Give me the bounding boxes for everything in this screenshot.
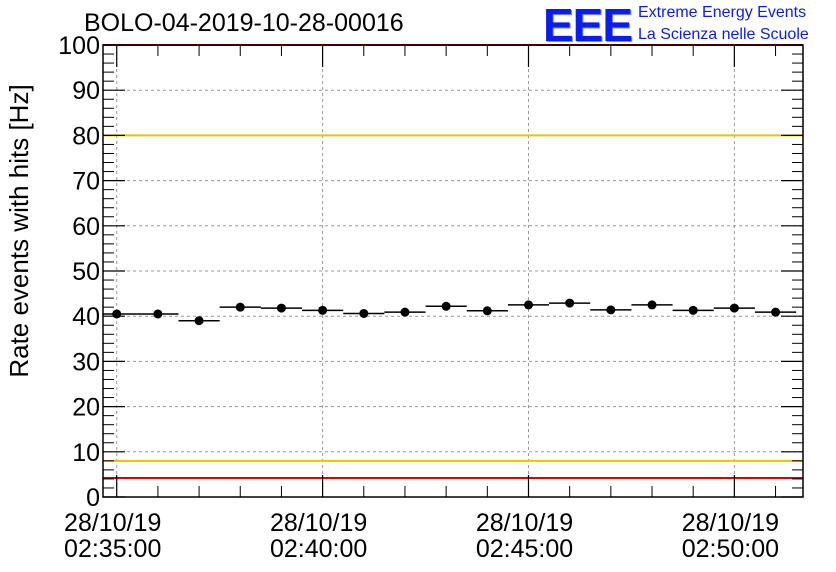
data-point (771, 307, 781, 317)
data-point (729, 303, 739, 313)
data-point (318, 305, 328, 315)
data-point (276, 303, 286, 313)
y-tick-label: 60 (72, 213, 100, 241)
data-point (441, 301, 451, 311)
data-point (523, 300, 533, 310)
x-tick-label-date: 28/10/19 (476, 509, 573, 537)
data-point (112, 309, 122, 319)
x-tick-label-time: 02:40:00 (270, 535, 367, 563)
x-tick-label-time: 02:35:00 (64, 535, 161, 563)
data-point (400, 307, 410, 317)
data-point (647, 300, 657, 310)
y-tick-label: 100 (58, 32, 100, 60)
data-point (482, 306, 492, 316)
y-tick-label: 20 (72, 394, 100, 422)
x-tick-label-date: 28/10/19 (270, 509, 367, 537)
x-tick-label-date: 28/10/19 (682, 509, 779, 537)
y-tick-label: 80 (72, 122, 100, 150)
data-point (688, 305, 698, 315)
data-point (235, 302, 245, 312)
data-point (153, 309, 163, 319)
y-tick-label: 90 (72, 77, 100, 105)
y-tick-label: 70 (72, 168, 100, 196)
y-tick-label: 0 (86, 484, 100, 512)
eee-logo-line2: La Scienza nelle Scuole (638, 26, 809, 43)
eee-logo-line1: Extreme Energy Events (638, 4, 807, 21)
data-point (359, 308, 369, 318)
x-tick-label-time: 02:45:00 (476, 535, 573, 563)
y-tick-label: 50 (72, 258, 100, 286)
data-point (194, 316, 204, 326)
y-axis-label: Rate events with hits [Hz] (4, 84, 34, 377)
reference-lines (103, 44, 803, 480)
axis-ticks (103, 44, 803, 498)
eee-logo: EEE Extreme Energy Events La Scienza nel… (543, 0, 833, 51)
data-series (103, 298, 797, 326)
grid-lines (103, 45, 803, 497)
y-tick-label: 10 (72, 439, 100, 467)
data-point (606, 305, 616, 315)
y-tick-label: 40 (72, 303, 100, 331)
x-tick-label-time: 02:50:00 (682, 535, 779, 563)
x-tick-label-date: 28/10/19 (64, 509, 161, 537)
data-point (565, 298, 575, 308)
tick-labels: 010203040506070809010028/10/1902:35:0028… (58, 32, 779, 563)
eee-logo-mark: EEE (543, 0, 633, 51)
chart-title: BOLO-04-2019-10-28-00016 (84, 9, 404, 37)
y-tick-label: 30 (72, 348, 100, 376)
